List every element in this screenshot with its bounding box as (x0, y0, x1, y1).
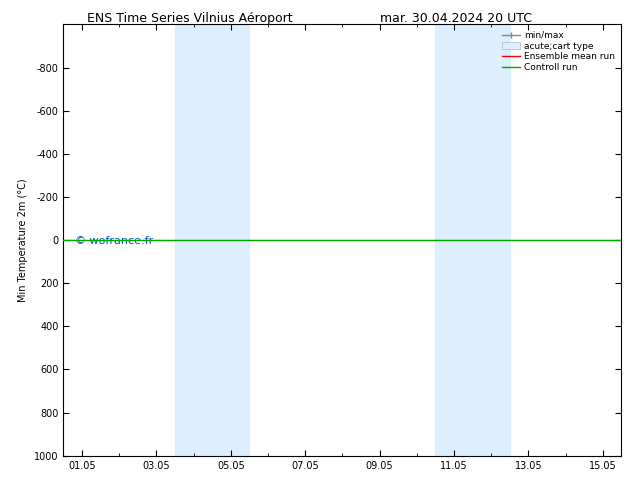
Bar (175, 24, 193, 456)
Bar (454, 24, 510, 456)
Bar (436, 24, 454, 456)
Bar (193, 24, 249, 456)
Legend: min/max, acute;cart type, Ensemble mean run, Controll run: min/max, acute;cart type, Ensemble mean … (500, 29, 617, 74)
Text: ENS Time Series Vilnius Aéroport: ENS Time Series Vilnius Aéroport (87, 12, 293, 25)
Text: © wofrance.fr: © wofrance.fr (75, 236, 153, 246)
Text: mar. 30.04.2024 20 UTC: mar. 30.04.2024 20 UTC (380, 12, 533, 25)
Y-axis label: Min Temperature 2m (°C): Min Temperature 2m (°C) (18, 178, 29, 302)
